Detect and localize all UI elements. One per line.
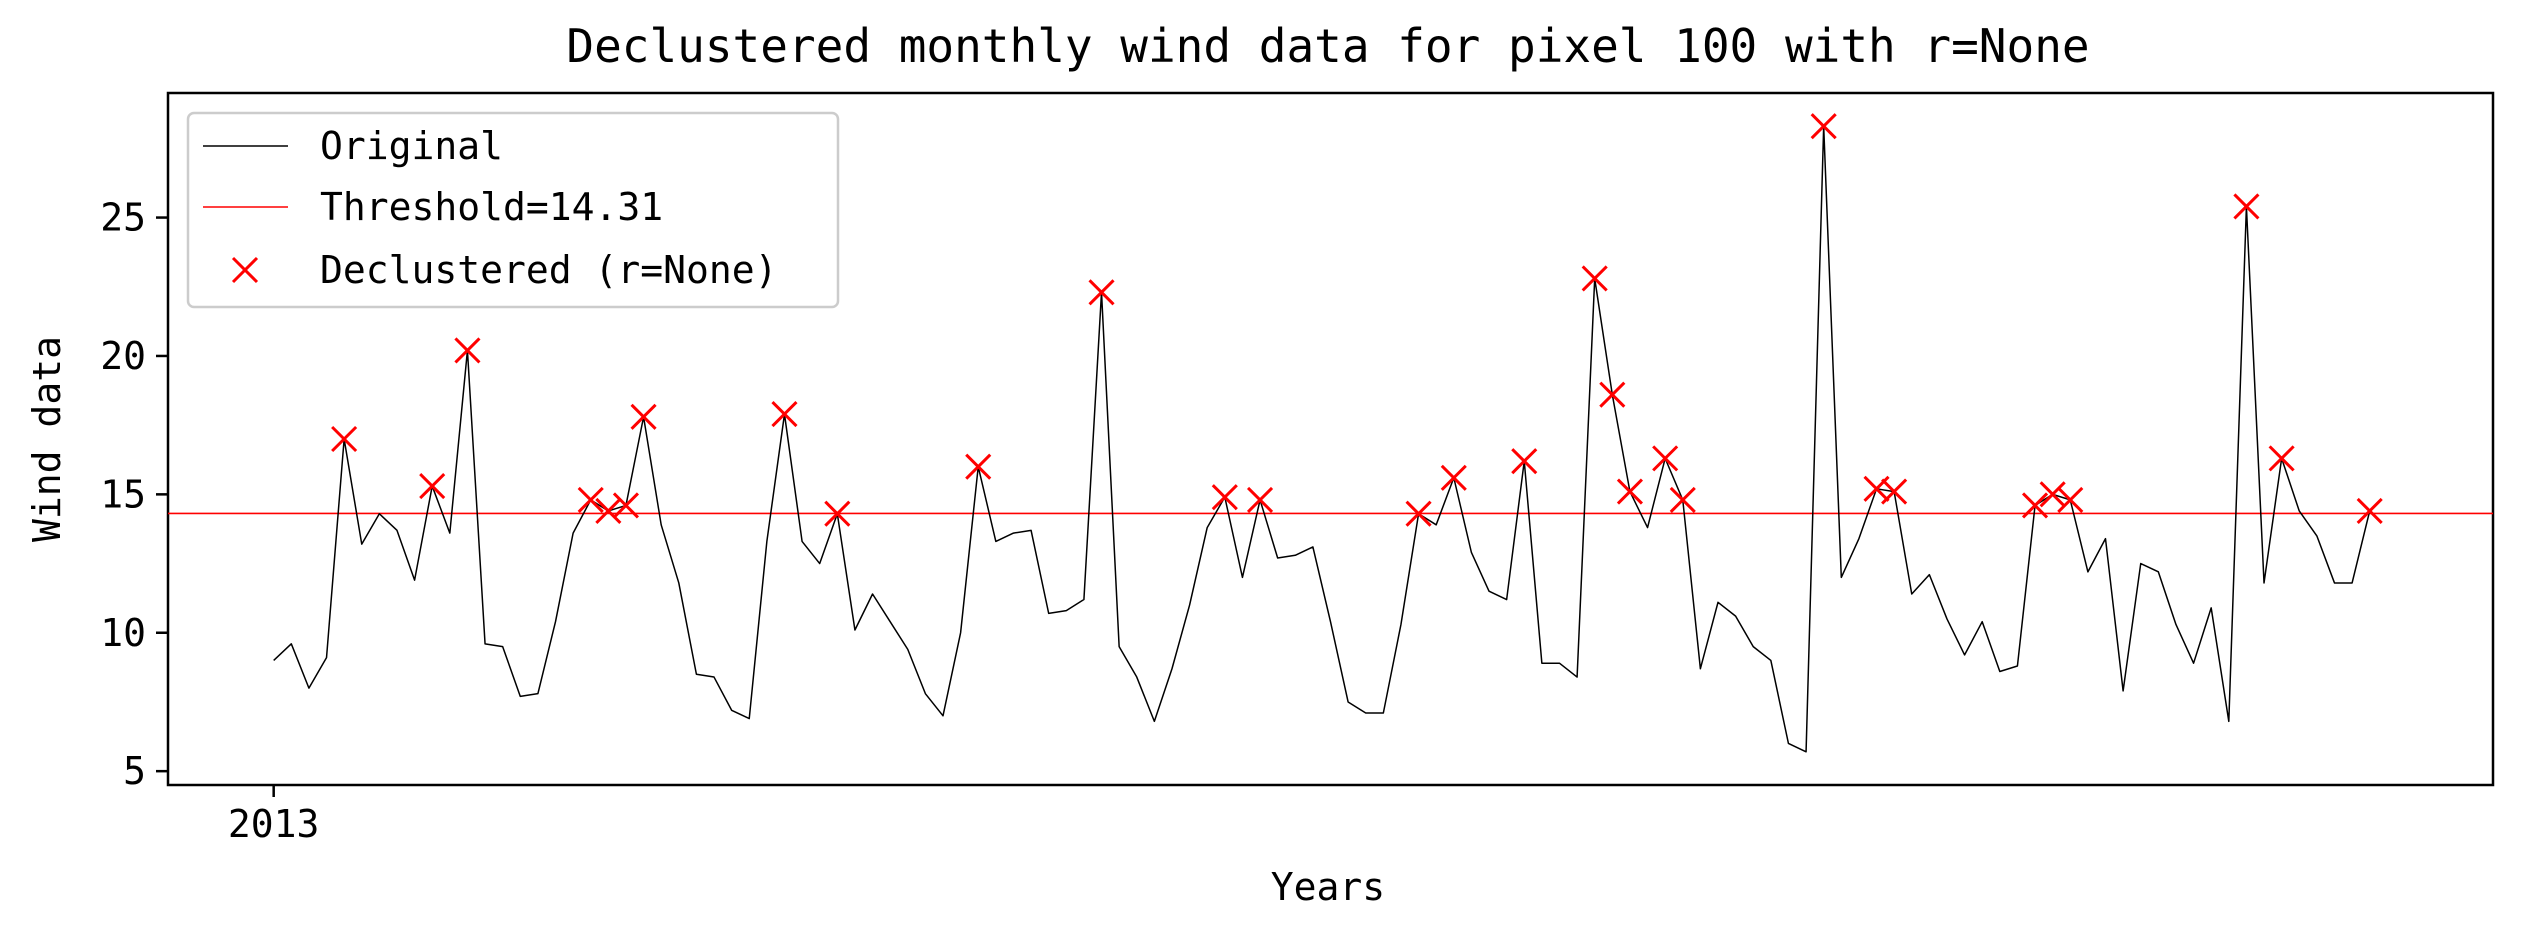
declustered-point (331, 425, 358, 453)
y-tick-label: 10 (100, 611, 146, 655)
y-axis-label: Wind data (25, 336, 69, 542)
declustered-point (1810, 113, 1837, 140)
declustered-point (2233, 193, 2260, 220)
declustered-point (1599, 381, 1626, 408)
declustered-point (1088, 279, 1115, 306)
declustered-point (612, 492, 640, 519)
declustered-point (1405, 500, 1432, 527)
declustered-point (1581, 265, 1608, 292)
declustered-point (965, 453, 992, 480)
declustered-point (2356, 497, 2383, 525)
legend-declustered-label: Declustered (r=None) (320, 248, 778, 292)
x-tick-label: 2013 (228, 802, 320, 846)
x-axis-label: Years (1271, 865, 1385, 909)
y-axis: 5 10 15 20 25 (100, 196, 168, 793)
declustered-point (824, 500, 851, 527)
declustered-point (1511, 448, 1538, 475)
x-axis: 2013 (228, 785, 320, 846)
y-tick-label: 25 (100, 196, 146, 240)
legend: Original Threshold=14.31 Declustered (r=… (186, 111, 840, 309)
declustered-point (630, 403, 657, 430)
legend-declustered-swatch (231, 256, 259, 284)
legend-threshold-label: Threshold=14.31 (320, 185, 663, 229)
declustered-point (1652, 445, 1679, 472)
declustered-point (1616, 478, 1643, 505)
declustered-point (2021, 492, 2049, 519)
declustered-point (1440, 464, 1467, 491)
declustered-point (1881, 478, 1908, 505)
y-tick-label: 15 (100, 472, 146, 516)
declustered-point (2268, 445, 2295, 472)
declustered-point (595, 497, 622, 525)
declustered-point (454, 337, 481, 364)
axes-frame (166, 91, 2495, 787)
declustered-point (1669, 486, 1696, 513)
declustered-point (1246, 486, 1274, 513)
declustered-point (419, 472, 446, 500)
chart-title: Declustered monthly wind data for pixel … (566, 19, 2089, 73)
declustered-point (771, 401, 798, 428)
legend-original-label: Original (320, 124, 503, 168)
y-tick-label: 5 (123, 749, 146, 793)
declustered-point (2057, 486, 2084, 513)
plot-area (166, 91, 2495, 787)
declustered-point (1211, 484, 1238, 511)
declustered-point (577, 486, 604, 513)
legend-box (186, 111, 840, 309)
y-tick-label: 20 (100, 334, 146, 378)
declustered-point (2039, 481, 2066, 508)
